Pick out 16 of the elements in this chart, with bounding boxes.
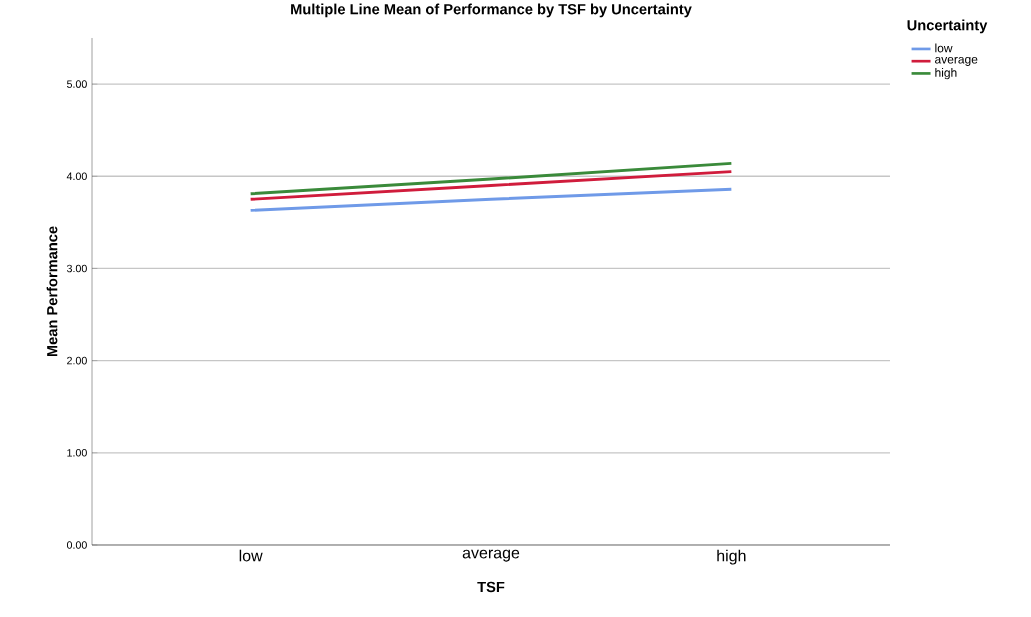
y-tick-label: 0.00 [66,541,87,549]
x-tick-label: low [239,549,263,562]
y-tick-label: 3.00 [66,264,87,273]
x-axis-title: TSF [477,581,505,593]
y-tick-label: 5.00 [66,80,87,88]
chart-title: Multiple Line Mean of Performance by TSF by Uncertainty [291,3,692,18]
legend-title: Uncertainty [907,19,988,34]
legend-label: high [935,68,957,80]
y-tick-label: 1.00 [67,449,87,457]
x-tick-label: average [462,549,520,562]
legend-label: average [935,56,978,66]
legend-label: low [935,43,953,53]
x-tick-label: high [717,549,746,565]
y-tick-label: 4.00 [66,172,87,181]
y-axis-title: Mean Performance [46,226,58,357]
y-tick-label: 2.00 [67,356,87,365]
